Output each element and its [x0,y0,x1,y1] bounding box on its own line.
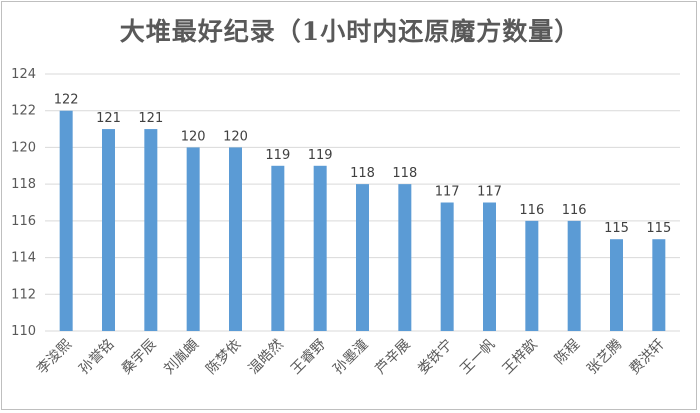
data-label: 115 [646,221,671,236]
data-label: 119 [308,148,333,163]
bar [525,220,539,331]
x-tick-label: 孙墨潼 [330,336,372,378]
x-tick-label: 张艺腾 [584,336,626,378]
x-tick-label: 桑宇辰 [119,337,160,378]
x-tick-label: 温皓然 [245,336,287,378]
data-label: 121 [96,111,121,126]
data-label: 118 [392,166,417,181]
x-tick-label: 王梓歆 [500,337,541,378]
data-label: 122 [54,93,79,108]
y-tick-label: 124 [11,67,36,82]
data-label: 119 [265,148,290,163]
data-label: 116 [562,203,587,218]
bar [483,202,496,331]
y-tick-label: 112 [11,287,36,302]
bar [144,129,158,331]
x-tick-label: 王睿野 [288,337,329,378]
y-tick-label: 110 [11,324,36,339]
x-tick-label: 陈程 [551,336,583,368]
y-tick-label: 120 [11,140,36,155]
bar [398,184,412,331]
bar [59,110,73,331]
bar [610,239,623,331]
x-tick-label: 芦辛展 [373,337,414,378]
bar [186,147,200,331]
bar [102,129,115,331]
data-label: 117 [477,185,502,200]
y-tick-label: 114 [11,251,36,266]
bar [356,184,369,331]
data-label: 115 [604,221,629,236]
x-tick-label: 王一帆 [457,337,498,378]
bar [271,165,285,331]
data-label: 118 [350,166,375,181]
data-label: 116 [519,203,544,218]
y-tick-label: 122 [11,104,36,119]
data-label: 120 [181,129,206,144]
x-tick-label: 娄铁宁 [414,336,456,378]
x-tick-label: 刘胤頔 [161,337,202,378]
data-label: 117 [435,185,460,200]
bar [229,147,242,331]
bar [567,220,581,331]
y-tick-label: 118 [11,177,36,192]
bar [313,165,327,331]
x-tick-label: 陈梦依 [203,336,245,378]
x-tick-label: 费洪轩 [627,337,668,378]
data-label: 120 [223,129,248,144]
bar [652,239,666,331]
data-label: 121 [138,111,163,126]
x-tick-label: 孙誉铭 [76,337,117,378]
bar [440,202,454,331]
chart-title: 大堆最好纪录（1小时内还原魔方数量） [119,17,581,46]
x-tick-label: 李浚熙 [34,337,75,378]
y-tick-label: 116 [11,214,36,229]
